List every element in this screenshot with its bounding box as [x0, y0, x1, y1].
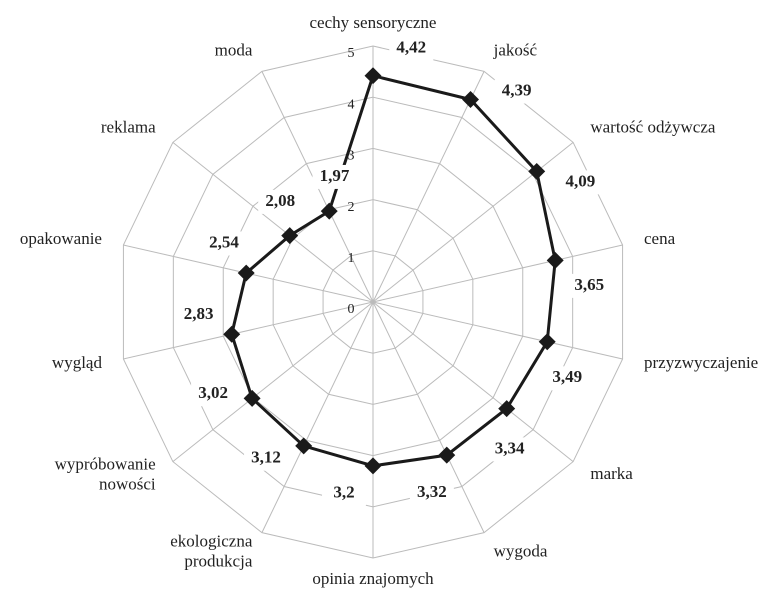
value-label: 2,08 [265, 191, 295, 210]
spoke [372, 244, 623, 303]
marker [223, 325, 241, 343]
marker [498, 400, 516, 418]
marker [462, 91, 480, 108]
marker [438, 446, 456, 464]
value-label-bg [558, 170, 603, 195]
category-label: cena [644, 229, 676, 248]
marker [538, 333, 556, 351]
value-label-bg [191, 382, 236, 407]
value-label-bg [258, 189, 303, 214]
marker [364, 67, 382, 85]
value-label-bg [312, 164, 357, 189]
value-label: 3,65 [574, 275, 604, 294]
spoke [372, 71, 485, 303]
spoke [172, 141, 374, 303]
category-label: przyzwyczajenie [644, 353, 758, 372]
category-label: jakość [493, 40, 538, 59]
marker [528, 162, 546, 180]
marker [243, 389, 261, 407]
r-tick-label: 0 [348, 302, 355, 317]
value-label-bg [487, 437, 532, 462]
value-label-group: 4,42 [389, 36, 434, 61]
category-label: wygląd [52, 353, 103, 372]
value-label: 3,02 [198, 383, 228, 402]
value-label-group: 2,08 [258, 189, 303, 214]
value-label: 3,34 [495, 438, 525, 457]
spoke [372, 301, 485, 533]
value-label: 3,2 [333, 483, 354, 502]
category-label: wypróbowanie nowości [55, 454, 156, 493]
value-label: 4,39 [502, 80, 532, 99]
value-label-group: 1,97 [312, 164, 357, 189]
category-label: moda [215, 40, 253, 59]
value-label: 2,83 [184, 304, 214, 323]
value-label-group: 2,54 [202, 231, 247, 256]
spoke [372, 301, 574, 463]
spoke [123, 301, 374, 360]
value-label: 3,32 [417, 482, 447, 501]
category-label: opinia znajomych [312, 569, 434, 588]
spoke [261, 301, 374, 533]
value-label-bg [202, 231, 247, 256]
value-label-group: 3,34 [487, 437, 532, 462]
marker [237, 264, 255, 282]
value-label-group: 3,49 [545, 366, 590, 391]
value-label-group: 2,83 [176, 303, 221, 328]
r-tick-label: 2 [348, 200, 355, 215]
r-tick-label: 3 [348, 149, 355, 164]
category-label: marka [590, 464, 633, 483]
value-label-group: 3,32 [409, 481, 454, 506]
spoke [372, 301, 623, 360]
category-label: wygoda [494, 541, 548, 560]
value-label-group: 4,39 [494, 79, 539, 104]
spoke [372, 141, 574, 303]
value-label-group: 3,65 [567, 273, 612, 298]
value-label-group: 3,2 [322, 481, 367, 506]
marker [364, 457, 382, 475]
value-label-group: 3,02 [191, 382, 236, 407]
value-label-bg [176, 303, 221, 328]
value-label-bg [244, 446, 289, 471]
category-label: cechy sensoryczne [310, 13, 437, 32]
r-tick-label: 4 [348, 97, 355, 112]
value-label-group: 4,09 [558, 170, 603, 195]
marker [320, 202, 338, 220]
spoke [172, 301, 374, 463]
category-label: wartość odżywcza [590, 118, 716, 137]
value-label-bg [545, 366, 590, 391]
value-label: 4,09 [566, 171, 596, 190]
category-label: opakowanie [20, 229, 102, 248]
r-tick-label: 1 [348, 251, 355, 266]
value-label-bg [409, 481, 454, 506]
value-label-bg [322, 481, 367, 506]
value-label: 4,42 [396, 37, 426, 56]
value-label: 3,49 [552, 367, 582, 386]
category-label: reklama [101, 118, 156, 137]
category-label: ekologiczna produkcja [170, 531, 253, 570]
value-label-bg [389, 36, 434, 61]
value-label-bg [567, 273, 612, 298]
marker [546, 251, 564, 269]
value-label-bg [494, 79, 539, 104]
value-label: 3,12 [251, 448, 281, 467]
value-label: 1,97 [320, 166, 350, 185]
value-label: 2,54 [209, 232, 239, 251]
r-tick-label: 5 [348, 46, 355, 61]
value-label-group: 3,12 [244, 446, 289, 471]
marker [281, 227, 299, 245]
marker [295, 437, 313, 455]
